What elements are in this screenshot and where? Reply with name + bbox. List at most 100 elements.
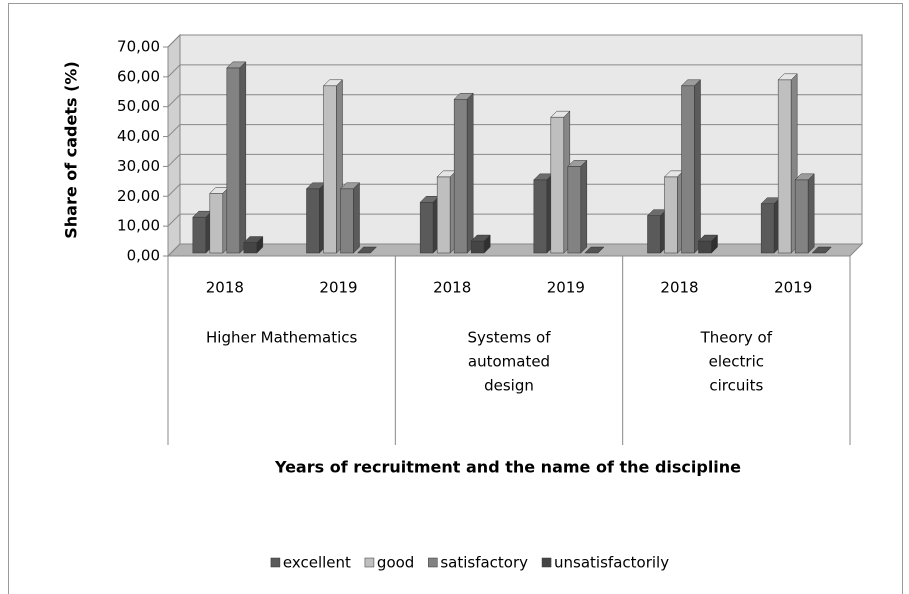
bar-front (698, 240, 712, 254)
bar (339, 182, 361, 254)
bar (226, 61, 247, 254)
x-tick-label: 2019 (547, 279, 585, 297)
bar (356, 246, 378, 254)
x-tick-label: 2018 (660, 279, 698, 297)
bar-front (243, 242, 258, 254)
y-axis-title: Share of cadets (%) (62, 61, 81, 239)
y-tick-label: 50,00 (117, 97, 160, 115)
grid-line (167, 124, 862, 137)
bar-front (436, 176, 451, 254)
y-tick-label: 20,00 (117, 187, 160, 205)
group-label: electric (709, 353, 764, 371)
bar-front (794, 179, 809, 254)
legend-label: good (377, 554, 414, 572)
grid-line (167, 243, 862, 257)
x-tick-label: 2019 (319, 279, 357, 297)
bar-side (580, 159, 588, 254)
grid-line (167, 183, 862, 197)
y-tick-label: 70,00 (117, 38, 160, 56)
legend-swatch (541, 557, 552, 568)
bar (322, 79, 344, 254)
group-label: Higher Mathematics (206, 329, 357, 347)
legend-item: satisfactory (428, 554, 528, 572)
bar (777, 73, 798, 254)
bar-side (370, 246, 377, 254)
bar (584, 246, 605, 254)
bar-front (209, 193, 224, 254)
bar (453, 92, 474, 254)
bar (760, 197, 781, 254)
bar-side (824, 246, 832, 254)
bar-front (419, 201, 434, 254)
x-axis-title: Years of recruitment and the name of the… (274, 458, 741, 477)
bar-side (483, 234, 491, 254)
bar (192, 210, 213, 254)
legend-item: excellent (270, 554, 351, 572)
bar-side (694, 79, 701, 254)
bar-side (256, 235, 264, 254)
bar (567, 159, 588, 254)
bar (697, 234, 719, 254)
bar-front (550, 116, 565, 254)
y-tick-label: 30,00 (117, 157, 160, 175)
bar-front (533, 179, 548, 254)
bar-front (323, 85, 337, 254)
bar-front (777, 79, 792, 254)
grid-line (167, 34, 862, 48)
bar-front (340, 188, 354, 254)
side-wall (167, 33, 181, 258)
bar-front (647, 215, 661, 254)
bar (209, 186, 230, 254)
group-label: Theory of (700, 329, 773, 347)
bar-side (353, 182, 360, 254)
bar (305, 182, 327, 254)
legend-item: good (364, 554, 414, 572)
bar-front (664, 176, 678, 254)
bar (646, 209, 668, 254)
legend-label: satisfactory (440, 554, 528, 572)
legend-label: excellent (283, 554, 351, 572)
x-tick-label: 2018 (206, 279, 244, 297)
bar-front (226, 67, 241, 254)
grid-line (167, 94, 862, 108)
bar-side (807, 173, 815, 254)
bar (811, 246, 832, 254)
bar (436, 170, 457, 254)
y-tick-label: 60,00 (117, 67, 160, 85)
group-label: design (484, 377, 534, 395)
group-label: Systems of (468, 329, 552, 347)
bar (243, 235, 264, 254)
legend-swatch (270, 557, 281, 568)
group-label: circuits (709, 377, 763, 395)
bar-front (453, 98, 468, 254)
bar-side (597, 246, 605, 254)
back-wall (179, 34, 863, 245)
floor (166, 243, 864, 257)
bar-front (306, 188, 320, 254)
bar (419, 195, 440, 254)
x-tick-label: 2018 (433, 279, 471, 297)
bar-side (466, 92, 474, 254)
legend-swatch (364, 557, 375, 568)
bar (550, 110, 571, 254)
group-label: automated (468, 353, 550, 371)
legend-swatch (428, 557, 438, 568)
legend-label: unsatisfactorily (554, 554, 669, 572)
grid-line (167, 153, 862, 167)
bar-front (470, 240, 485, 254)
bar-front (681, 85, 695, 254)
bar-front (192, 216, 207, 254)
bar (794, 173, 815, 254)
bar-front (760, 203, 775, 254)
bar (680, 79, 702, 254)
x-tick-label: 2019 (774, 279, 812, 297)
grid-line (167, 213, 862, 227)
bar-front (567, 166, 582, 254)
grid-line (167, 64, 862, 78)
legend-item: unsatisfactorily (541, 554, 669, 572)
bar (533, 173, 554, 254)
bar (663, 170, 685, 254)
bar (470, 234, 491, 254)
y-tick-label: 40,00 (117, 127, 160, 145)
